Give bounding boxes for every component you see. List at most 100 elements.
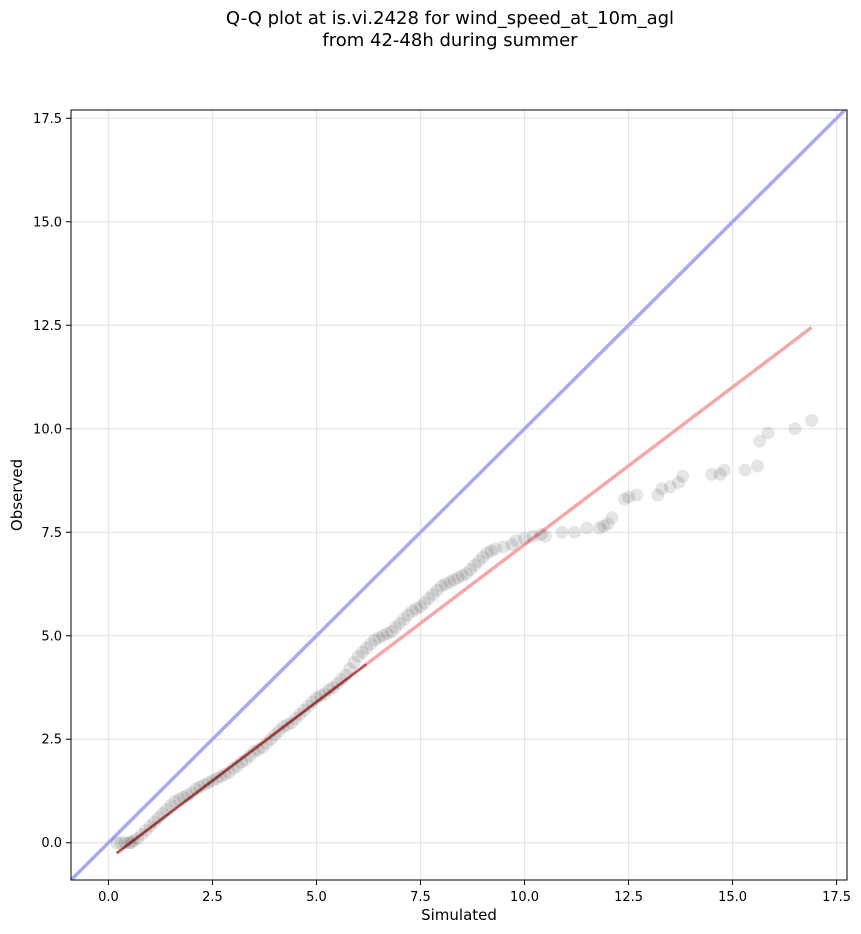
- data-point-49: [309, 691, 323, 705]
- data-point-92: [488, 542, 502, 556]
- quantile-points: [110, 413, 819, 850]
- y-tick-label-4: 10.0: [33, 422, 62, 437]
- data-point-69: [393, 616, 407, 630]
- data-point-67: [384, 625, 398, 639]
- data-point-36: [255, 741, 269, 755]
- x-tick-label-5: 12.5: [614, 890, 643, 905]
- data-point-61: [359, 641, 373, 655]
- data-point-13: [160, 803, 174, 817]
- data-point-106: [605, 511, 619, 525]
- data-point-52: [322, 683, 336, 697]
- data-point-103: [592, 521, 606, 535]
- data-point-114: [676, 469, 690, 483]
- data-point-10: [147, 815, 161, 829]
- data-point-62: [364, 637, 378, 651]
- data-point-25: [210, 772, 224, 786]
- data-point-112: [663, 480, 677, 494]
- identity-line: [71, 110, 847, 880]
- data-point-38: [264, 732, 278, 746]
- data-point-30: [230, 759, 244, 773]
- data-point-56: [339, 668, 353, 682]
- data-point-79: [434, 579, 448, 593]
- data-point-66: [380, 627, 394, 641]
- x-tick-label-3: 7.5: [410, 890, 431, 905]
- data-point-113: [671, 476, 685, 490]
- data-point-9: [143, 819, 157, 833]
- data-point-32: [239, 753, 253, 767]
- data-point-119: [751, 459, 765, 473]
- data-point-53: [326, 681, 340, 694]
- data-point-84: [455, 569, 469, 583]
- data-point-99: [538, 529, 552, 543]
- data-point-26: [214, 770, 228, 784]
- data-point-95: [509, 534, 523, 548]
- data-point-3: [122, 836, 136, 850]
- data-point-27: [218, 767, 232, 781]
- data-point-54: [330, 676, 344, 690]
- data-point-31: [235, 755, 249, 769]
- data-point-41: [276, 720, 290, 734]
- y-axis-label: Observed: [8, 459, 26, 531]
- data-point-88: [472, 554, 486, 568]
- y-tick-label-6: 15.0: [33, 215, 62, 230]
- data-point-118: [738, 463, 752, 477]
- data-point-47: [301, 699, 315, 713]
- y-tick-label-3: 7.5: [41, 526, 62, 541]
- data-point-35: [251, 743, 265, 757]
- data-point-43: [285, 716, 299, 730]
- data-point-123: [805, 413, 819, 427]
- chart-title-line-1: Q-Q plot at is.vi.2428 for wind_speed_at…: [225, 8, 675, 29]
- x-tick-label-0: 0.0: [98, 890, 119, 905]
- data-point-122: [788, 422, 802, 436]
- grid-lines: [71, 110, 847, 880]
- data-point-75: [418, 596, 432, 610]
- data-point-116: [713, 467, 727, 481]
- data-point-12: [156, 807, 170, 821]
- data-point-22: [197, 778, 211, 792]
- data-point-93: [497, 540, 511, 554]
- data-point-4: [124, 836, 138, 850]
- data-point-18: [181, 788, 195, 802]
- data-point-72: [405, 604, 419, 618]
- data-point-85: [459, 567, 473, 581]
- data-point-8: [139, 823, 153, 837]
- data-point-34: [247, 745, 261, 759]
- data-point-58: [347, 656, 361, 670]
- data-point-16: [172, 792, 186, 806]
- data-point-42: [280, 718, 294, 732]
- y-tick-label-7: 17.5: [33, 112, 62, 127]
- data-point-19: [185, 786, 199, 800]
- data-point-63: [368, 633, 382, 647]
- data-point-24: [205, 774, 219, 788]
- data-point-6: [131, 832, 145, 846]
- data-point-105: [601, 517, 615, 531]
- data-point-2: [118, 836, 132, 850]
- data-point-44: [289, 712, 303, 726]
- data-point-76: [422, 591, 436, 605]
- data-point-17: [176, 790, 190, 804]
- data-point-81: [443, 575, 457, 589]
- y-tick-label-1: 2.5: [41, 733, 62, 748]
- data-point-21: [193, 780, 207, 794]
- data-point-109: [630, 488, 644, 502]
- data-point-102: [580, 521, 594, 535]
- data-point-40: [272, 724, 286, 738]
- data-point-101: [567, 525, 581, 539]
- data-point-121: [761, 426, 775, 440]
- data-point-65: [376, 629, 390, 643]
- data-point-110: [651, 488, 665, 502]
- x-tick-label-4: 10.0: [510, 890, 539, 905]
- data-point-14: [164, 798, 178, 812]
- data-point-45: [293, 707, 307, 721]
- y-tick-label-2: 5.0: [41, 629, 62, 644]
- data-point-39: [268, 728, 282, 742]
- data-point-108: [622, 490, 636, 504]
- data-point-111: [655, 482, 669, 496]
- data-point-107: [617, 492, 631, 506]
- data-point-73: [409, 602, 423, 616]
- data-point-97: [526, 529, 540, 543]
- data-point-20: [189, 782, 203, 796]
- data-point-86: [463, 563, 477, 577]
- data-point-91: [484, 544, 498, 558]
